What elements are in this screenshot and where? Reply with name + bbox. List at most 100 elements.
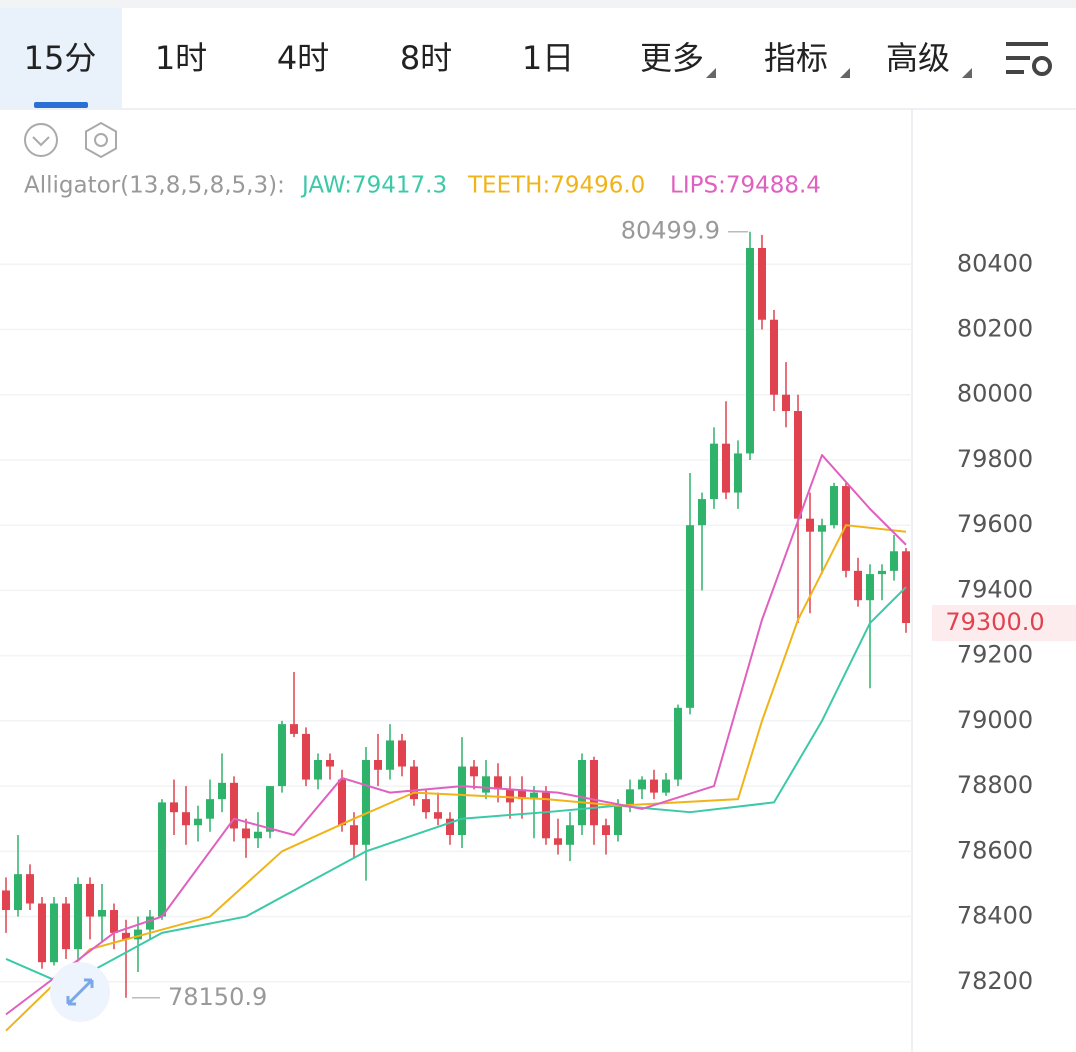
tab[interactable]: 更多 [640,39,704,77]
tab[interactable]: 8时 [400,39,452,77]
y-tick-label: 78600 [957,836,1033,864]
candle-body [14,874,22,911]
candle-body [734,453,742,493]
candle-body [242,828,250,839]
tabs: 15分 1时 4时 8时 1日 更多 指标 高级 [24,39,950,77]
candle-body [710,443,718,500]
candle-body [674,707,682,780]
candle-body [866,574,874,601]
candle-body [506,789,514,803]
candle-body [590,760,598,826]
candle-body [530,792,538,800]
last-price-box [932,605,1076,642]
y-tick-label: 78400 [957,902,1033,930]
candle-body [854,570,862,601]
candle-body [422,799,430,813]
candle-body [626,789,634,806]
candle-body [818,525,826,532]
teeth-label: TEETH:79496.0 [467,173,645,199]
candle-body [26,874,34,904]
candle-body [470,766,478,777]
alligator-line [5,454,907,1016]
candle-body [290,724,298,734]
candle-body [278,724,286,787]
candle-body [254,831,262,839]
candle-body [2,890,10,911]
candle-body [614,805,622,836]
y-tick-label: 79400 [957,575,1033,603]
candle-body [662,779,670,793]
candle-body [686,525,694,708]
candle-body [698,499,706,526]
candle-body [362,760,370,845]
candle-body [182,812,190,826]
candle-body [110,910,118,933]
candle-body [206,799,214,819]
setting-hex-icon[interactable] [85,121,117,159]
candle-body [794,411,802,519]
candle-body [806,518,814,532]
candle-body [374,760,382,770]
tab-selected-bg [0,8,122,108]
candle-body [314,760,322,780]
low-label: 78150.9 [168,983,267,1011]
high-label: 80499.9 [621,217,720,245]
y-tick-label: 79000 [957,706,1033,734]
candle-body [134,929,142,940]
candle-body [602,825,610,836]
jaw-label: JAW:79417.3 [300,173,447,199]
y-tick-label: 80400 [957,249,1033,277]
candle-body [86,883,94,917]
candle-body [830,486,838,526]
candle-body [74,883,82,950]
collapse-icon[interactable] [24,123,58,157]
candle-body [482,776,490,793]
candle-body [542,792,550,839]
y-tick-label: 80000 [957,380,1033,408]
tab[interactable]: 4时 [277,39,329,77]
alligator-line [5,586,907,987]
candle-body [146,916,154,930]
candle-body [38,903,46,963]
candle-body [398,740,406,767]
candle-body [842,486,850,571]
candle-body [782,394,790,412]
candle-body [770,319,778,395]
candle-body [494,776,502,790]
candle-body [158,802,166,917]
zoom-icon[interactable] [50,962,110,1022]
lips-label: LIPS:79488.4 [670,173,821,199]
settings-icon[interactable] [1006,42,1052,76]
tab[interactable]: 高级 [886,39,950,77]
last-price-label: 79300.0 [945,608,1044,636]
candle-body [638,779,646,790]
candle-body [722,443,730,493]
alligator-line [5,524,907,1032]
y-tick-label: 79800 [957,445,1033,473]
candle-body [458,766,466,836]
candle-body [434,812,442,819]
candle-body [302,733,310,780]
y-tick-label: 79200 [957,641,1033,669]
candle-body [266,786,274,832]
candle-body [218,782,226,800]
tab[interactable]: 1时 [155,39,207,77]
y-tick-label: 80200 [957,315,1033,343]
candle-body [326,760,334,767]
candle-body [98,910,106,917]
candle-body [578,760,586,826]
candle-body [122,932,130,940]
status-strip [0,0,1076,8]
candle-body [518,789,526,800]
candle-body [338,779,346,826]
candle-body [170,802,178,813]
tab[interactable]: 指标 [764,39,828,77]
y-tick-label: 79600 [957,510,1033,538]
candle-body [50,903,58,963]
tab[interactable]: 15分 [24,39,97,77]
candle-body [758,247,766,320]
candle-body [650,779,658,793]
tab[interactable]: 1日 [522,39,574,77]
